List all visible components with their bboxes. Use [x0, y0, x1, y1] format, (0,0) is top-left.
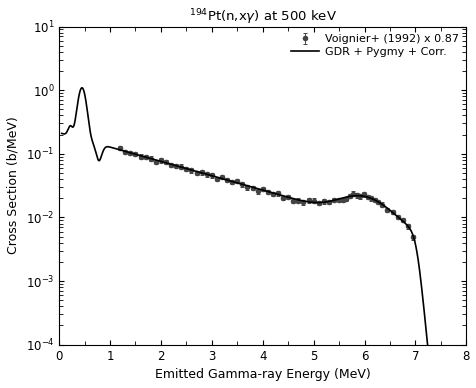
GDR + Pygmy + Corr.	[364, 195, 369, 199]
Y-axis label: Cross Section (b/MeV): Cross Section (b/MeV)	[7, 117, 20, 255]
X-axis label: Emitted Gamma-ray Energy (MeV): Emitted Gamma-ray Energy (MeV)	[155, 368, 370, 381]
GDR + Pygmy + Corr.	[59, 131, 64, 136]
GDR + Pygmy + Corr.	[254, 186, 259, 191]
GDR + Pygmy + Corr.	[83, 99, 89, 104]
Title: $^{194}$Pt(n,x$\gamma$) at 500 keV: $^{194}$Pt(n,x$\gamma$) at 500 keV	[188, 7, 336, 26]
Legend: Voignier+ (1992) x 0.87, GDR + Pygmy + Corr.: Voignier+ (1992) x 0.87, GDR + Pygmy + C…	[288, 32, 460, 59]
GDR + Pygmy + Corr.	[79, 85, 85, 90]
GDR + Pygmy + Corr.	[393, 213, 398, 218]
Line: GDR + Pygmy + Corr.: GDR + Pygmy + Corr.	[61, 88, 435, 388]
GDR + Pygmy + Corr.	[209, 173, 215, 178]
